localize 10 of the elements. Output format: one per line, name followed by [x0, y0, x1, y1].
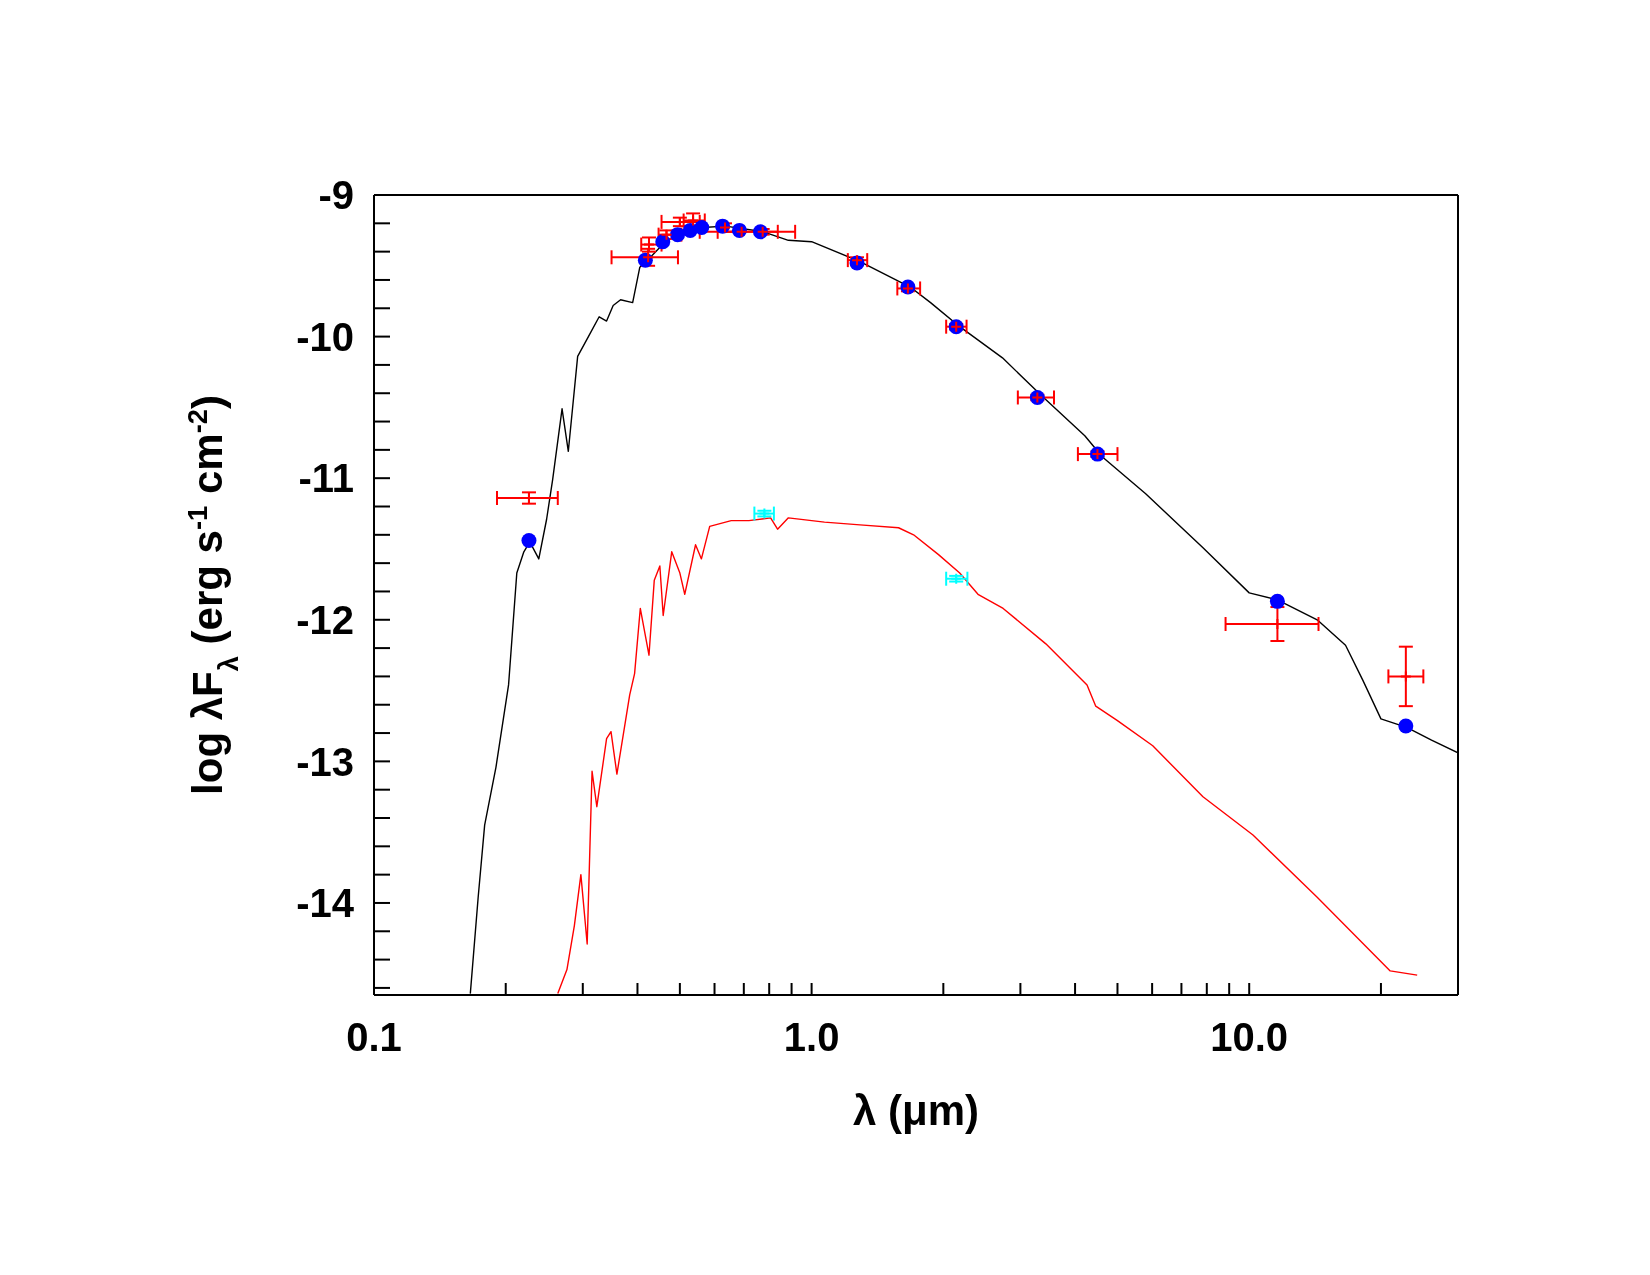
- x-tick-label: 1.0: [783, 1015, 840, 1060]
- x-tick-label: 0.1: [346, 1015, 402, 1060]
- y-tick-label: -9: [318, 173, 354, 218]
- y-tick-label: -10: [296, 314, 354, 359]
- y-tick-label: -13: [296, 739, 354, 784]
- y-tick-label: -12: [296, 597, 354, 642]
- x-axis-title: λ (μm): [852, 1087, 980, 1134]
- y-tick-label: -11: [298, 456, 354, 501]
- y-tick-label: -14: [296, 881, 355, 926]
- x-tick-label: 10.0: [1210, 1015, 1289, 1060]
